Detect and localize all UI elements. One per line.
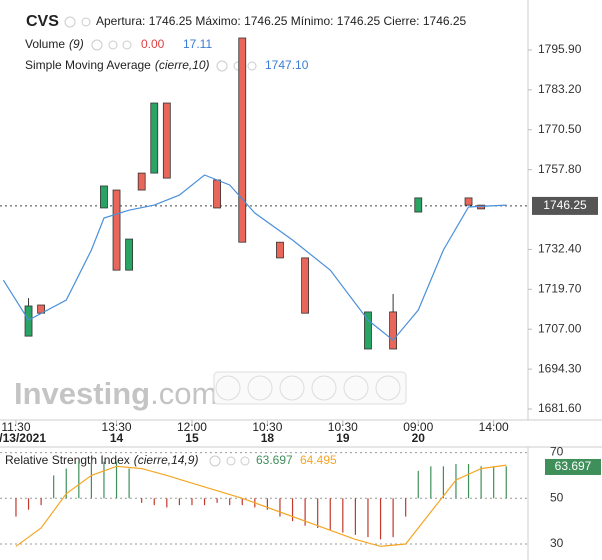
watermark-text: Investing.com — [14, 376, 217, 411]
y-tick-label: 1694.30 — [538, 361, 582, 375]
x-tick-sublabel: 14 — [110, 431, 124, 445]
y-tick-label: 1770.50 — [538, 122, 582, 136]
y-tick-label: 1783.20 — [538, 82, 582, 96]
x-tick-label: 10:30 — [328, 420, 358, 434]
volume-label: Volume — [25, 37, 65, 51]
candle-body — [238, 37, 247, 243]
icon[interactable] — [64, 16, 76, 28]
volume-value: 17.11 — [183, 37, 212, 51]
sma-legend: Simple Moving Average (cierre,10) — [25, 58, 210, 72]
toolbar-button[interactable] — [311, 375, 337, 401]
sma-value: 1747.10 — [265, 58, 309, 72]
rsi-signal-value: 64.495 — [300, 453, 337, 467]
candle-body — [276, 241, 284, 259]
toolbar-button[interactable] — [375, 375, 401, 401]
candle-body — [150, 102, 159, 174]
y-tick-label: 1795.90 — [538, 42, 582, 56]
icon[interactable] — [91, 39, 103, 51]
x-tick-label: 09:00 — [403, 420, 433, 434]
y-tick-label: 1707.00 — [538, 321, 582, 335]
rsi-legend: Relative Strength Index (cierre,14,9) — [5, 453, 198, 467]
candle-body — [162, 102, 171, 179]
candle-body — [100, 185, 108, 209]
legend-icons — [64, 16, 257, 467]
watermark-main: Investing — [14, 376, 150, 411]
rsi-params: (cierre,14,9) — [134, 453, 199, 467]
icon[interactable] — [216, 60, 228, 72]
candle-body — [464, 197, 473, 206]
candle-body — [24, 305, 33, 337]
y-tick-label: 1681.60 — [538, 401, 582, 415]
rsi-last-box — [545, 458, 601, 475]
x-tick-label: 11:30 — [1, 420, 30, 434]
icon[interactable] — [226, 456, 236, 466]
symbol: CVS — [26, 13, 59, 30]
x-tick-sublabel: 15 — [185, 431, 199, 445]
candle-body — [137, 172, 146, 191]
x-tick-sublabel: 18 — [261, 431, 275, 445]
icon[interactable] — [122, 40, 132, 50]
ohlc-label: Apertura: 1746.25 Máximo: 1746.25 Mínimo… — [96, 14, 467, 28]
x-tick-sublabel: 10/13/2021 — [0, 431, 46, 445]
rsi-value: 63.697 — [256, 453, 293, 467]
y-tick-label: 1719.70 — [538, 281, 582, 295]
sma-label: Simple Moving Average — [25, 58, 151, 72]
rsi-last-label: 63.697 — [555, 459, 592, 473]
y-tick-label: 70 — [550, 445, 564, 459]
x-tick-label: 12:00 — [177, 420, 207, 434]
x-tick-label: 10:30 — [252, 420, 282, 434]
volume-legend: Volume (9) — [25, 37, 84, 51]
icon[interactable] — [247, 61, 257, 71]
y-tick-label: 1732.40 — [538, 242, 582, 256]
y-tick-label: 1757.80 — [538, 162, 582, 176]
last-price-box — [532, 196, 598, 215]
sma-line — [2, 174, 507, 342]
x-tick-label: 14:00 — [479, 420, 509, 434]
icon[interactable] — [108, 40, 118, 50]
candle-body — [213, 179, 222, 209]
toolbar-button[interactable] — [215, 375, 241, 401]
sma-params: (cierre,10) — [155, 58, 210, 72]
rsi-signal-line — [15, 464, 507, 547]
y-tick-label: 30 — [550, 536, 564, 550]
toolbar-button[interactable] — [343, 375, 369, 401]
icon[interactable] — [81, 17, 91, 27]
watermark-suffix: .com — [150, 376, 217, 411]
toolbar — [213, 371, 407, 405]
x-tick-sublabel: 20 — [412, 431, 426, 445]
volume-value: 0.00 — [141, 37, 165, 51]
candle-body — [389, 311, 398, 350]
toolbar-button[interactable] — [247, 375, 273, 401]
volume-params: (9) — [69, 37, 84, 51]
watermark: Investing.com — [14, 376, 217, 411]
candle-body — [112, 189, 121, 271]
rsi-label: Relative Strength Index — [5, 453, 130, 467]
icon[interactable] — [209, 455, 221, 467]
candle-body — [125, 238, 134, 271]
toolbar-button[interactable] — [279, 375, 305, 401]
icon[interactable] — [240, 456, 250, 466]
last-price-label: 1746.25 — [543, 198, 587, 212]
candle-body — [364, 311, 372, 350]
x-tick-sublabel: 19 — [336, 431, 350, 445]
x-tick-label: 13:30 — [102, 420, 132, 434]
candle-body — [301, 257, 310, 314]
y-tick-label: 50 — [550, 490, 564, 504]
candle-body — [414, 197, 423, 213]
